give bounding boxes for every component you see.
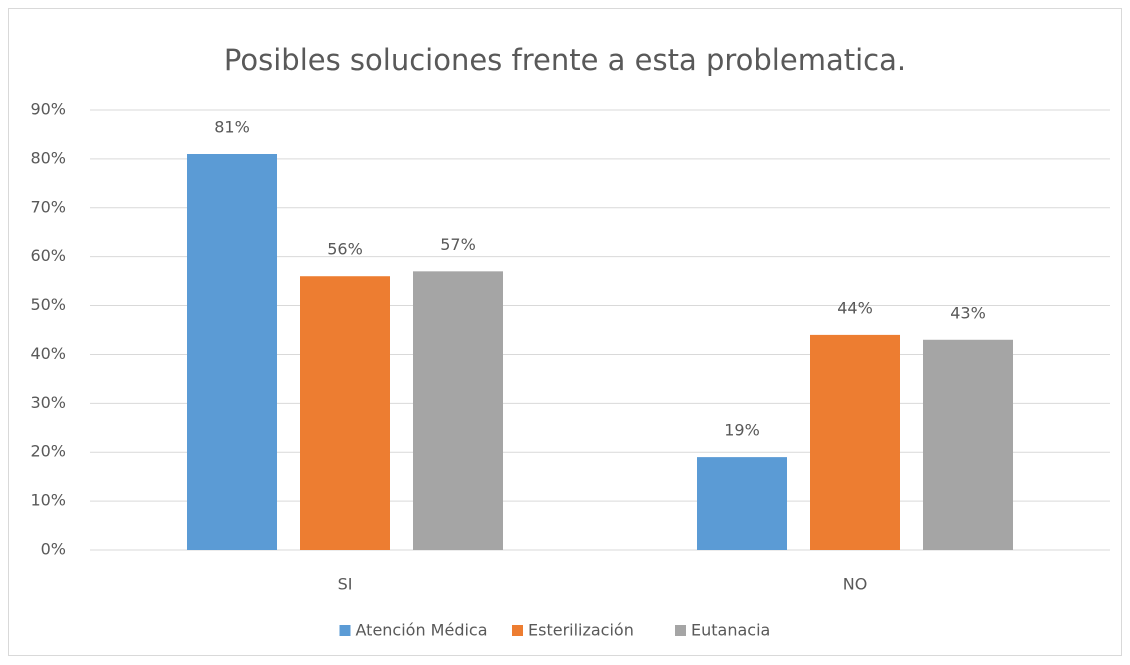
y-tick-label: 0% (41, 540, 66, 559)
y-tick-label: 90% (30, 100, 66, 119)
legend-swatch (675, 625, 686, 636)
y-tick-label: 20% (30, 442, 66, 461)
y-tick-label: 70% (30, 197, 66, 216)
data-label: 57% (440, 235, 476, 254)
y-tick-label: 40% (30, 344, 66, 363)
legend-label: Atención Médica (356, 621, 488, 640)
bar (810, 334, 900, 550)
data-label: 19% (724, 421, 760, 440)
legend-label: Eutanacia (691, 621, 770, 640)
data-label: 56% (327, 240, 363, 259)
y-tick-label: 80% (30, 148, 66, 167)
bar (187, 154, 277, 550)
data-label: 44% (837, 298, 873, 317)
bar (413, 271, 503, 550)
chart-border (8, 8, 1122, 656)
y-tick-label: 10% (30, 491, 66, 510)
y-tick-label: 50% (30, 295, 66, 314)
y-tick-label: 30% (30, 393, 66, 412)
legend-swatch (512, 625, 523, 636)
x-tick-label: NO (843, 575, 868, 594)
data-label: 81% (214, 118, 250, 137)
legend-swatch (339, 625, 351, 636)
bar (300, 276, 390, 550)
bar (697, 457, 787, 550)
chart-title: Posibles soluciones frente a esta proble… (224, 43, 906, 77)
legend-label: Esterilización (528, 621, 634, 640)
bar (923, 339, 1013, 550)
x-tick-label: SI (338, 575, 353, 594)
data-label: 43% (950, 303, 986, 322)
y-tick-label: 60% (30, 246, 66, 265)
